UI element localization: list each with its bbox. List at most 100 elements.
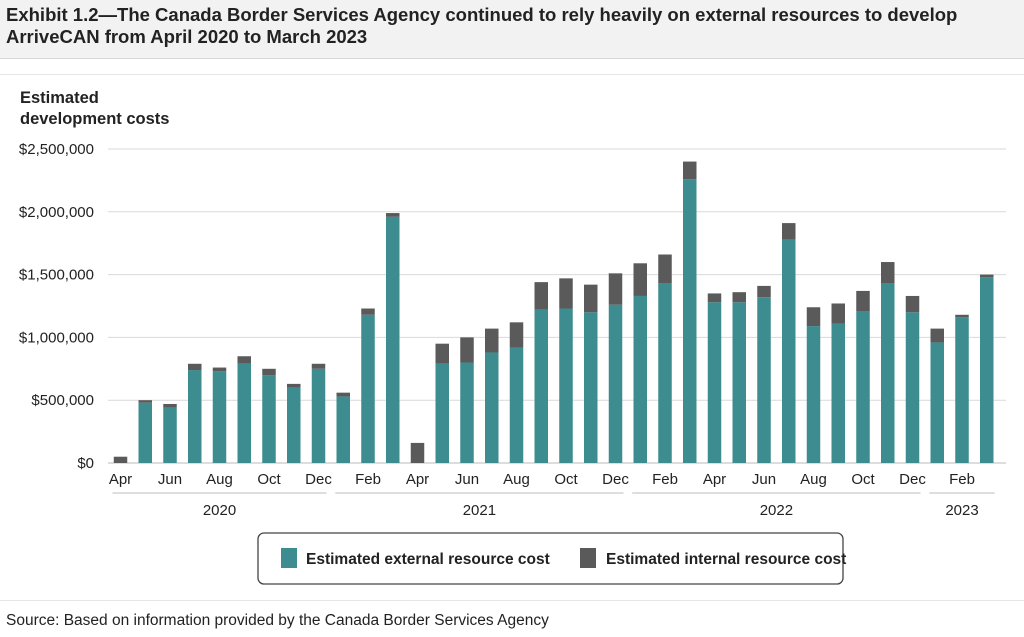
bar-external xyxy=(782,239,796,463)
x-tick-label: Oct xyxy=(554,471,578,488)
bar-internal xyxy=(831,303,845,324)
bar-external xyxy=(633,295,647,463)
bar-internal xyxy=(163,403,177,408)
bar-external xyxy=(831,323,845,463)
bar-internal xyxy=(881,262,895,284)
bar-external xyxy=(485,352,499,463)
bar-internal xyxy=(782,223,796,240)
x-tick-label: Dec xyxy=(305,471,332,488)
bar-internal xyxy=(683,161,697,180)
bar-external xyxy=(361,314,375,463)
y-axis-title: Estimated xyxy=(20,89,99,107)
bar-external xyxy=(683,179,697,464)
y-tick-label: $2,000,000 xyxy=(19,204,94,221)
y-tick-label: $500,000 xyxy=(31,392,94,409)
bar-external xyxy=(188,370,202,463)
x-tick-label: Jun xyxy=(752,471,776,488)
bar-external xyxy=(757,297,771,463)
bar-external xyxy=(881,283,895,463)
bar-external xyxy=(905,312,920,463)
bar-internal xyxy=(188,363,202,371)
bar-internal xyxy=(410,442,425,463)
title-band: Exhibit 1.2—The Canada Border Services A… xyxy=(0,0,1024,59)
x-tick-label: Aug xyxy=(503,471,530,488)
x-tick-label: Feb xyxy=(652,471,678,488)
bar-external xyxy=(287,387,301,463)
bar-internal xyxy=(311,363,326,369)
bar-internal xyxy=(212,367,227,372)
bar-external xyxy=(930,342,944,463)
bar-external xyxy=(806,326,821,463)
bar-external xyxy=(460,362,474,463)
bar-external xyxy=(534,309,548,463)
source-note: Source: Based on information provided by… xyxy=(6,612,549,629)
y-tick-label: $1,000,000 xyxy=(19,329,94,346)
bar-external xyxy=(658,283,672,463)
bar-internal xyxy=(806,307,821,327)
year-label: 2021 xyxy=(463,502,496,519)
bar-internal xyxy=(262,368,276,376)
x-tick-label: Apr xyxy=(109,471,132,488)
bar-external xyxy=(163,407,177,463)
bar-internal xyxy=(336,392,350,397)
bar-external xyxy=(732,302,746,463)
year-label: 2023 xyxy=(945,502,978,519)
bar-external xyxy=(509,347,524,463)
bar-external xyxy=(980,277,994,463)
bar-internal xyxy=(509,322,524,348)
bar-external xyxy=(955,317,969,463)
bar-external xyxy=(608,304,623,463)
x-tick-label: Oct xyxy=(257,471,281,488)
bar-internal xyxy=(534,282,548,310)
legend-label-internal: Estimated internal resource cost xyxy=(606,551,846,568)
bar-internal xyxy=(955,314,969,318)
bar-internal xyxy=(930,328,944,343)
bar-internal xyxy=(485,328,499,353)
bar-external xyxy=(262,375,276,463)
legend-swatch-internal xyxy=(580,548,596,568)
bar-internal xyxy=(757,285,771,298)
bar-internal xyxy=(658,254,672,284)
bar-internal xyxy=(608,273,623,305)
bar-external xyxy=(559,308,573,463)
bar-internal xyxy=(633,263,647,296)
bar-internal xyxy=(584,284,598,313)
bar-internal xyxy=(905,295,920,313)
bar-internal xyxy=(460,337,474,363)
y-tick-label: $0 xyxy=(77,455,94,472)
x-tick-label: Aug xyxy=(800,471,827,488)
bar-external xyxy=(138,402,152,463)
bar-external xyxy=(237,363,251,463)
y-tick-label: $2,500,000 xyxy=(19,141,94,158)
bar-internal xyxy=(287,383,301,388)
x-tick-label: Dec xyxy=(602,471,629,488)
x-tick-label: Dec xyxy=(899,471,926,488)
legend-box xyxy=(257,532,844,585)
x-tick-label: Aug xyxy=(206,471,233,488)
bar-internal xyxy=(559,278,573,309)
exhibit-title: Exhibit 1.2—The Canada Border Services A… xyxy=(6,4,958,47)
bar-internal xyxy=(138,400,152,403)
bar-internal xyxy=(707,293,722,303)
bar-external xyxy=(386,216,400,463)
x-tick-label: Feb xyxy=(949,471,975,488)
bar-external xyxy=(212,371,227,463)
x-tick-label: Oct xyxy=(851,471,875,488)
stacked-bar-chart: Estimated development costs $0 $500,000 $1,0… xyxy=(19,89,1006,585)
bar-external xyxy=(435,363,449,463)
bar-internal xyxy=(113,456,128,463)
year-label: 2020 xyxy=(203,502,236,519)
bar-internal xyxy=(856,290,870,312)
x-tick-label: Apr xyxy=(703,471,726,488)
x-tick-label: Feb xyxy=(355,471,381,488)
legend-label-external: Estimated external resource cost xyxy=(306,551,550,568)
bar-internal xyxy=(237,356,251,364)
bar-internal xyxy=(435,343,449,364)
bar-external xyxy=(707,302,722,463)
bar-external xyxy=(584,312,598,463)
x-tick-label: Jun xyxy=(158,471,182,488)
legend-swatch-external xyxy=(281,548,297,568)
bar-internal xyxy=(980,274,994,278)
bar-internal xyxy=(732,292,746,303)
bar-external xyxy=(336,396,350,463)
